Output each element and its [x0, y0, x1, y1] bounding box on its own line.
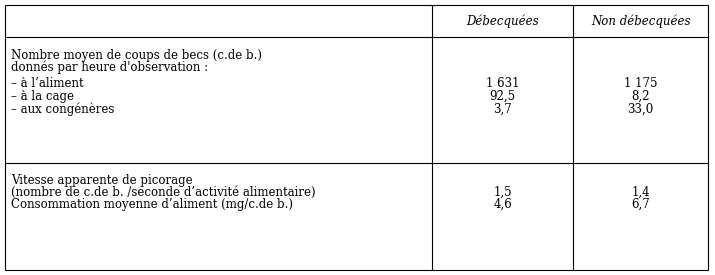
- Text: Nombre moyen de coups de becs (c.de b.): Nombre moyen de coups de becs (c.de b.): [11, 49, 262, 62]
- Text: 92,5: 92,5: [490, 90, 516, 103]
- Text: 6,7: 6,7: [631, 198, 650, 211]
- Text: 3,7: 3,7: [493, 103, 512, 116]
- Text: – à l’aliment: – à l’aliment: [11, 77, 84, 90]
- Text: Vitesse apparente de picorage: Vitesse apparente de picorage: [11, 174, 192, 187]
- Text: (nombre de c.de b. /seconde d’activité alimentaire): (nombre de c.de b. /seconde d’activité a…: [11, 186, 315, 199]
- Text: 8,2: 8,2: [631, 90, 650, 103]
- Text: Consommation moyenne d’aliment (mg/c.de b.): Consommation moyenne d’aliment (mg/c.de …: [11, 198, 293, 211]
- Text: 1,5: 1,5: [493, 186, 512, 199]
- Text: 1,4: 1,4: [631, 186, 650, 199]
- Text: 33,0: 33,0: [627, 103, 654, 116]
- Text: – à la cage: – à la cage: [11, 90, 74, 103]
- Text: Non débecquées: Non débecquées: [591, 14, 690, 28]
- Text: – aux congénères: – aux congénères: [11, 103, 114, 117]
- Text: 1 175: 1 175: [623, 77, 657, 90]
- Text: 1 631: 1 631: [485, 77, 519, 90]
- Text: donnés par heure d'observation :: donnés par heure d'observation :: [11, 61, 208, 75]
- Text: 4,6: 4,6: [493, 198, 512, 211]
- Text: Débecquées: Débecquées: [466, 14, 539, 28]
